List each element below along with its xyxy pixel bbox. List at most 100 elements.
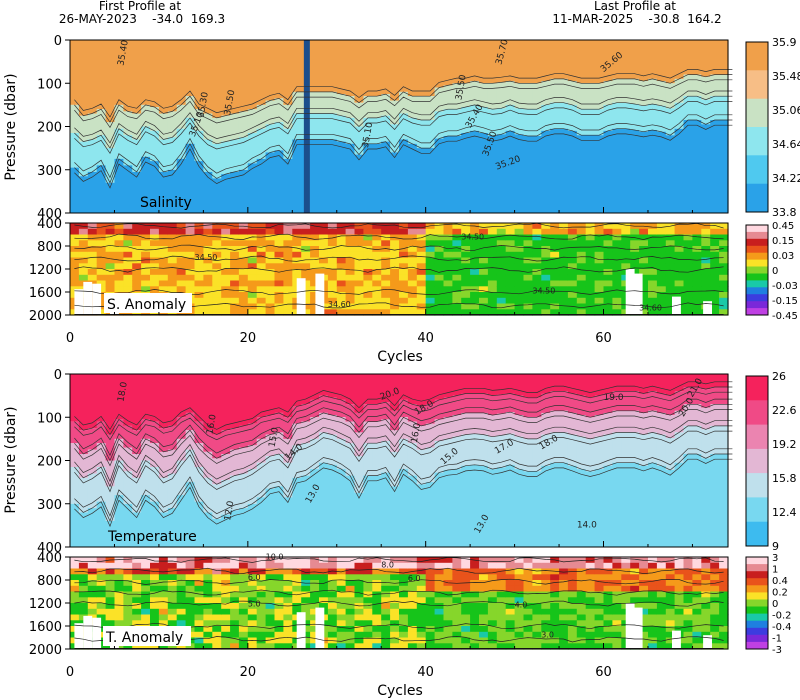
anomaly-cell [230,574,240,581]
anomaly-cell [532,269,542,276]
anomaly-cell [656,274,667,282]
anomaly-cell [256,626,267,633]
anomaly-cell [194,280,204,287]
anomaly-cell [416,228,427,236]
anomaly-cell [96,228,107,236]
anomaly-cell [141,557,151,564]
field-cell [567,81,578,105]
field-cell [514,469,525,547]
anomaly-cell [683,591,693,598]
anomaly-cell [576,631,587,639]
anomaly-cell [132,574,142,581]
field-cell [301,443,311,476]
anomaly-cell [381,557,391,564]
anomaly-cell [319,562,329,570]
field-cell [105,374,116,435]
anomaly-cell [238,580,249,587]
field-cell [425,482,436,547]
field-cell [532,438,542,472]
field-cell [452,109,462,136]
colorbar-swatch [746,521,768,547]
anomaly-cell [301,292,311,299]
field-cell [238,425,249,448]
anomaly-cell [363,580,373,587]
anomaly-cell [639,608,649,616]
anomaly-cell [648,286,658,293]
anomaly-cell [372,246,382,253]
contour-line [74,222,724,229]
colorbar-tick-label: 0 [772,599,778,610]
field-cell [603,393,613,413]
anomaly-cell [265,246,276,253]
anomaly-cell [336,585,347,593]
anomaly-cell [479,269,489,276]
anomaly-cell [541,643,551,650]
anomaly-cell [141,246,151,253]
anomaly-cell [407,620,418,627]
anomaly-cell [96,603,107,610]
anomaly-cell [532,223,542,230]
anomaly-cell [150,228,160,236]
anomaly-cell [238,251,249,259]
anomaly-cell [399,274,409,282]
anomaly-cell [336,274,347,282]
anomaly-cell [576,246,587,253]
anomaly-cell [656,286,667,293]
contour-line [74,391,733,441]
colorbar-swatch [746,225,768,233]
anomaly-cell [265,643,276,650]
anomaly-cell [319,223,329,230]
anomaly-cell [514,591,525,598]
anomaly-cell [399,620,409,627]
anomaly-cell [390,614,400,621]
anomaly-cell [648,557,658,564]
anomaly-cell [479,557,489,564]
anomaly-cell [70,603,80,610]
anomaly-cell [514,251,525,259]
field-cell [301,374,311,405]
field-cell [630,462,640,547]
field-cell [212,178,222,213]
anomaly-cell [336,614,347,621]
field-cell [532,417,542,439]
field-cell [461,393,471,413]
anomaly-cell [407,626,418,633]
anomaly-cell [434,228,445,236]
field-cell [363,374,373,405]
anomaly-cell [167,620,178,627]
anomaly-cell [416,309,427,316]
anomaly-cell [719,303,729,310]
anomaly-cell [221,591,231,598]
anomaly-cell [203,631,213,639]
anomaly-cell [265,620,276,627]
field-cell [683,387,693,405]
anomaly-cell [443,292,453,299]
anomaly-cell [683,597,693,604]
anomaly-cell [585,608,596,616]
field-cell [150,40,160,107]
field-cell [559,78,569,103]
anomaly-cell [150,269,160,276]
anomaly-cell [532,274,542,282]
field-cell [132,454,142,478]
anomaly-cell [425,568,436,575]
anomaly-cell [123,286,133,293]
anomaly-cell [150,557,160,564]
anomaly-cell [559,643,569,650]
contour-line [74,557,724,563]
anomaly-cell [532,562,542,570]
anomaly-cell [541,240,551,247]
anomaly-cell [514,246,525,253]
anomaly-cell [719,286,729,293]
field-cell [141,460,151,496]
anomaly-cell [452,620,462,627]
anomaly-cell [567,292,578,299]
anomaly-cell [150,234,160,241]
anomaly-cell [238,280,249,287]
anomaly-cell [274,246,284,253]
anomaly-cell [345,263,356,270]
anomaly-cell [470,280,480,287]
anomaly-cell [639,574,649,581]
anomaly-cell [648,614,658,621]
field-cell [327,397,338,416]
